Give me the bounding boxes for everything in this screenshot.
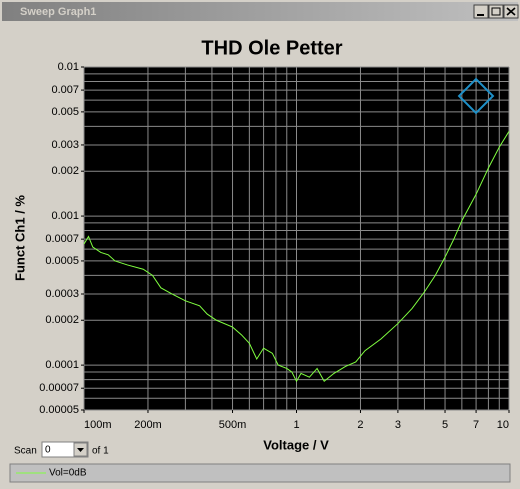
y-tick-label: 0.00007 <box>39 382 79 394</box>
y-tick-label: 0.002 <box>51 165 79 177</box>
logo-diamond <box>457 77 495 115</box>
legend <box>9 463 511 483</box>
chart-title: THD Ole Petter <box>201 37 342 59</box>
y-tick-label: 0.0002 <box>45 314 79 326</box>
y-tick-label: 0.01 <box>58 61 79 73</box>
y-axis-label: Funct Ch1 / % <box>12 195 27 281</box>
y-tick-label: 0.00005 <box>39 404 79 416</box>
window-title: Sweep Graph1 <box>20 6 96 18</box>
x-tick-label: 100m <box>84 419 112 431</box>
x-tick-label: 1 <box>293 419 299 431</box>
scan-label: Scan <box>14 446 37 457</box>
close-glyph <box>506 7 516 16</box>
y-tick-label: 0.003 <box>51 139 79 151</box>
y-tick-label: 0.005 <box>51 106 79 118</box>
scan-of: of 1 <box>92 446 109 457</box>
x-tick-label: 5 <box>442 419 448 431</box>
legend-label: Vol=0dB <box>49 468 87 479</box>
y-tick-label: 0.007 <box>51 84 79 96</box>
maximize-glyph <box>491 7 501 16</box>
maximize-button[interactable] <box>488 4 504 19</box>
window-buttons[interactable] <box>473 4 519 19</box>
y-tick-label: 0.0001 <box>45 359 79 371</box>
x-tick-label: 200m <box>134 419 162 431</box>
x-axis-label: Voltage / V <box>263 437 329 452</box>
x-tick-label: 10 <box>497 419 509 431</box>
data-line <box>83 131 510 383</box>
x-tick-label: 7 <box>473 419 479 431</box>
x-tick-label: 3 <box>395 419 401 431</box>
minimize-button[interactable] <box>473 4 489 19</box>
y-tick-label: 0.0007 <box>45 233 79 245</box>
y-tick-label: 0.001 <box>51 210 79 222</box>
logo <box>457 77 495 115</box>
scan-value: 0 <box>45 445 51 456</box>
y-tick-label: 0.0005 <box>45 255 79 267</box>
title-bar <box>2 2 518 21</box>
y-tick-label: 0.0003 <box>45 288 79 300</box>
x-tick-label: 500m <box>219 419 247 431</box>
dropdown-arrow <box>77 448 84 452</box>
x-tick-label: 2 <box>357 419 363 431</box>
